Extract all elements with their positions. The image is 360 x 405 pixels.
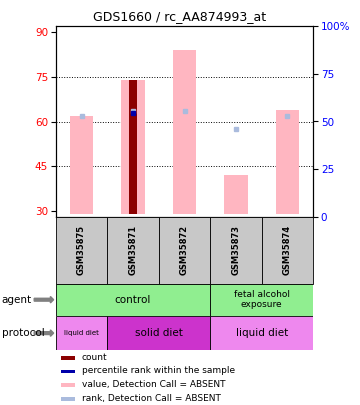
Text: value, Detection Call = ABSENT: value, Detection Call = ABSENT xyxy=(81,380,225,389)
Text: liquid diet: liquid diet xyxy=(235,328,288,338)
Bar xyxy=(276,110,299,214)
Bar xyxy=(121,80,145,214)
Text: liquid diet: liquid diet xyxy=(64,330,99,336)
Bar xyxy=(61,356,75,360)
Bar xyxy=(210,284,313,316)
Text: GSM35874: GSM35874 xyxy=(283,225,292,275)
Text: GSM35875: GSM35875 xyxy=(77,225,86,275)
Bar xyxy=(107,217,159,284)
Bar xyxy=(56,284,210,316)
Bar xyxy=(173,50,196,214)
Text: fetal alcohol
exposure: fetal alcohol exposure xyxy=(234,290,290,309)
Bar xyxy=(70,115,93,214)
Text: count: count xyxy=(81,353,107,362)
Bar xyxy=(210,217,262,284)
Bar xyxy=(129,80,137,214)
Bar xyxy=(61,397,75,401)
Text: GSM35872: GSM35872 xyxy=(180,225,189,275)
Text: rank, Detection Call = ABSENT: rank, Detection Call = ABSENT xyxy=(81,394,220,403)
Bar xyxy=(224,175,248,214)
Bar xyxy=(61,370,75,373)
Bar xyxy=(159,217,210,284)
Text: agent: agent xyxy=(2,295,32,305)
Bar xyxy=(262,217,313,284)
Text: GDS1660 / rc_AA874993_at: GDS1660 / rc_AA874993_at xyxy=(94,10,266,23)
Bar xyxy=(56,217,107,284)
Text: GSM35871: GSM35871 xyxy=(129,225,138,275)
Bar xyxy=(56,316,107,350)
Bar xyxy=(107,316,210,350)
Text: solid diet: solid diet xyxy=(135,328,183,338)
Text: protocol: protocol xyxy=(2,328,45,338)
Text: control: control xyxy=(115,295,151,305)
Text: GSM35873: GSM35873 xyxy=(231,225,240,275)
Bar xyxy=(61,384,75,387)
Bar xyxy=(210,316,313,350)
Text: percentile rank within the sample: percentile rank within the sample xyxy=(81,367,235,375)
